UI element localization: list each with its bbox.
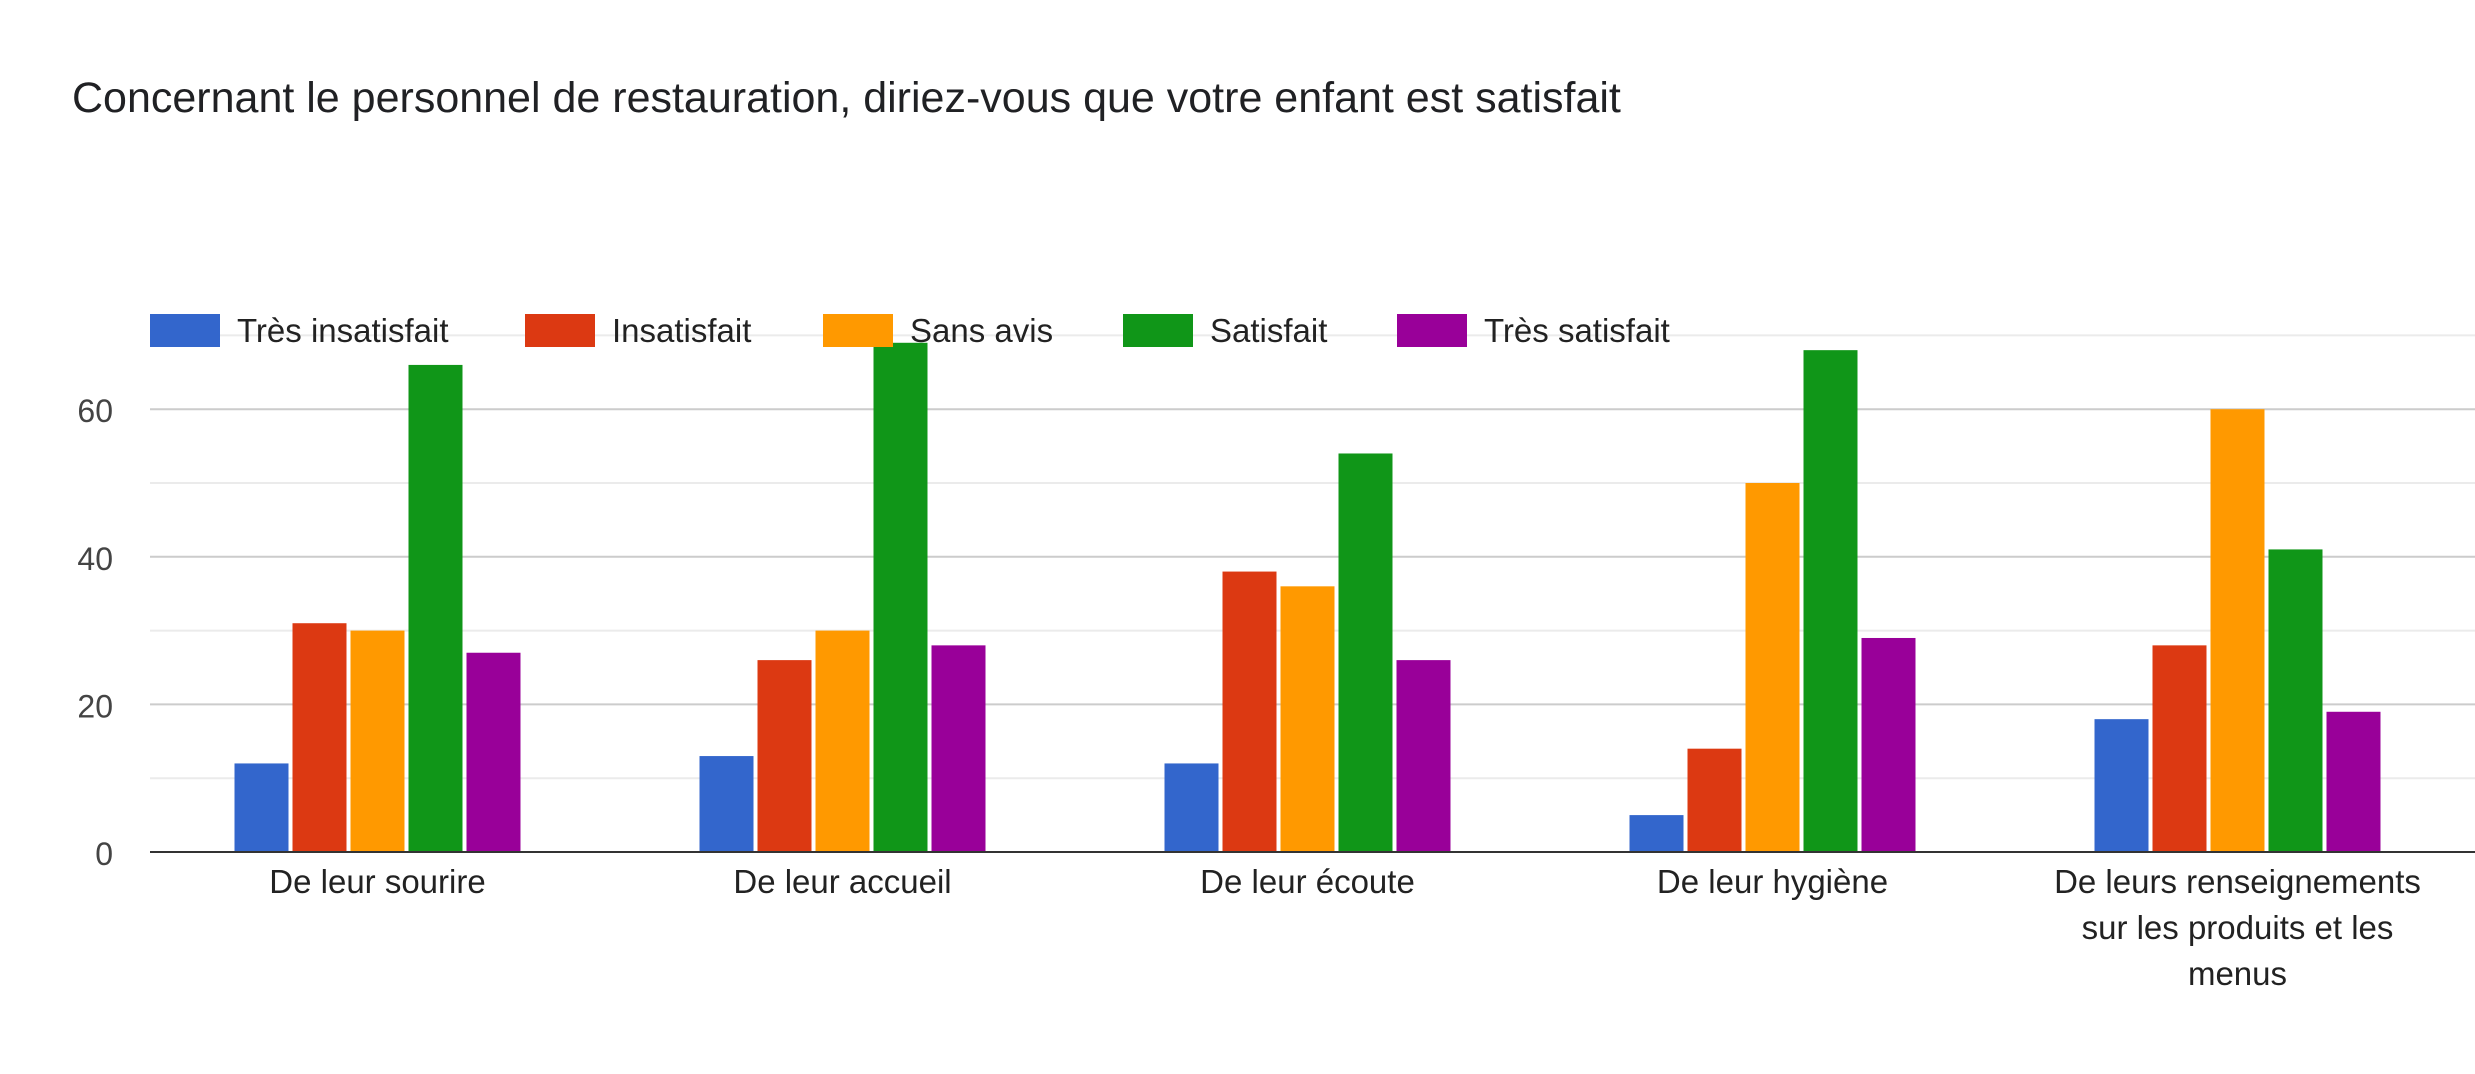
bar (1280, 586, 1335, 852)
legend-swatch (1123, 314, 1193, 347)
x-tick-label: sur les produits et les (2082, 909, 2394, 946)
x-tick-label: De leur écoute (1200, 863, 1415, 900)
bar (757, 660, 812, 852)
legend-label: Sans avis (910, 312, 1053, 349)
y-tick-label: 20 (77, 688, 113, 724)
x-tick-label: De leur accueil (733, 863, 951, 900)
chart-title: Concernant le personnel de restauration,… (72, 74, 1621, 122)
y-tick-label: 0 (95, 836, 113, 872)
y-tick-label: 40 (77, 541, 113, 577)
bar (292, 623, 347, 852)
bar (2094, 719, 2149, 852)
legend-swatch (525, 314, 595, 347)
bar (1745, 483, 1800, 852)
bar (1396, 660, 1451, 852)
bar (2210, 409, 2265, 852)
bar (1338, 453, 1393, 852)
bar (350, 630, 405, 852)
legend-label: Très insatisfait (237, 312, 449, 349)
bar (234, 763, 289, 852)
bar (1164, 763, 1219, 852)
bar (699, 756, 754, 852)
bar (1687, 748, 1742, 852)
bars (234, 342, 2381, 852)
axes: 0 20 40 60 De leur sourire De leur accueil De … (77, 393, 2475, 992)
bar (815, 630, 870, 852)
x-tick-label: menus (2188, 955, 2287, 992)
bar (931, 645, 986, 852)
x-tick-label: De leurs renseignements (2054, 863, 2421, 900)
bar (466, 652, 521, 852)
bar (2268, 549, 2323, 852)
bar (2326, 711, 2381, 852)
bar (2152, 645, 2207, 852)
bar (873, 342, 928, 852)
y-tick-label: 60 (77, 393, 113, 429)
legend-label: Satisfait (1210, 312, 1327, 349)
x-tick-label: De leur sourire (269, 863, 485, 900)
legend-swatch (150, 314, 220, 347)
bar (1803, 350, 1858, 852)
legend-swatch (823, 314, 893, 347)
bar (408, 364, 463, 852)
x-tick-label: De leur hygiène (1657, 863, 1888, 900)
legend-swatch (1397, 314, 1467, 347)
bar (1861, 637, 1916, 852)
legend: Très insatisfait Insatisfait Sans avis Sati… (150, 312, 1670, 349)
bar (1222, 571, 1277, 852)
bar (1629, 815, 1684, 852)
legend-label: Insatisfait (612, 312, 751, 349)
legend-label: Très satisfait (1484, 312, 1670, 349)
